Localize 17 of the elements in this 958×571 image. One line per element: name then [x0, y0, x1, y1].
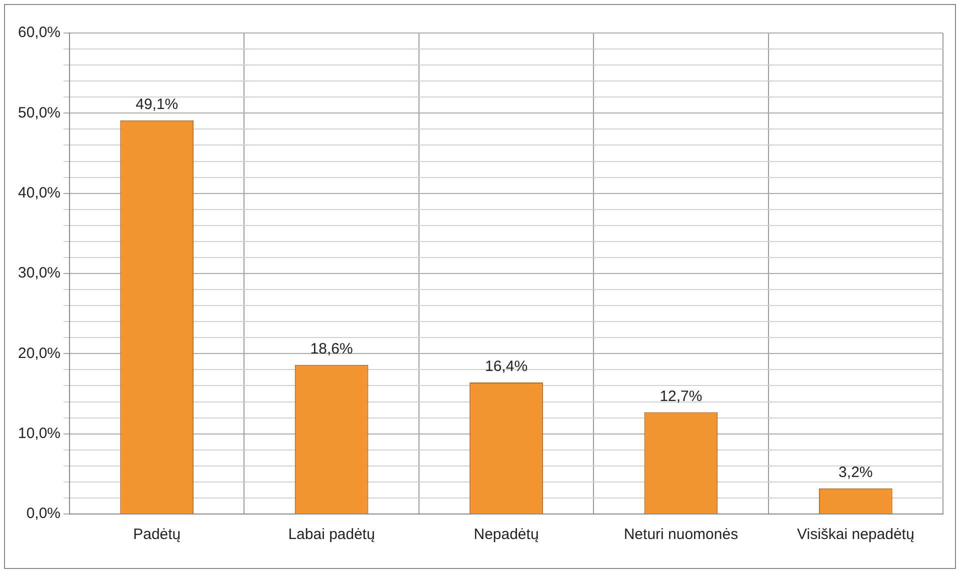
y-tick-label: 30,0% — [18, 264, 61, 282]
y-tick-label: 10,0% — [18, 424, 61, 442]
x-tick-label: Nepadėtų — [474, 526, 539, 544]
y-tick-label: 0,0% — [26, 505, 61, 522]
y-tick-label: 60,0% — [18, 24, 61, 42]
y-tick-label: 50,0% — [18, 104, 61, 122]
data-label: 3,2% — [838, 464, 873, 481]
y-tick-label: 20,0% — [18, 344, 61, 362]
data-label: 12,7% — [660, 388, 702, 405]
x-tick-label: Neturi nuomonės — [624, 526, 738, 544]
y-tick-label: 40,0% — [18, 184, 61, 202]
x-tick-label: Labai padėtų — [288, 526, 375, 544]
data-label: 18,6% — [310, 340, 353, 358]
x-tick-label: Padėtų — [133, 526, 181, 544]
data-label: 16,4% — [484, 358, 528, 376]
x-tick-label: Visiškai nepadėtų — [796, 526, 914, 544]
data-label: 49,1% — [136, 96, 178, 114]
